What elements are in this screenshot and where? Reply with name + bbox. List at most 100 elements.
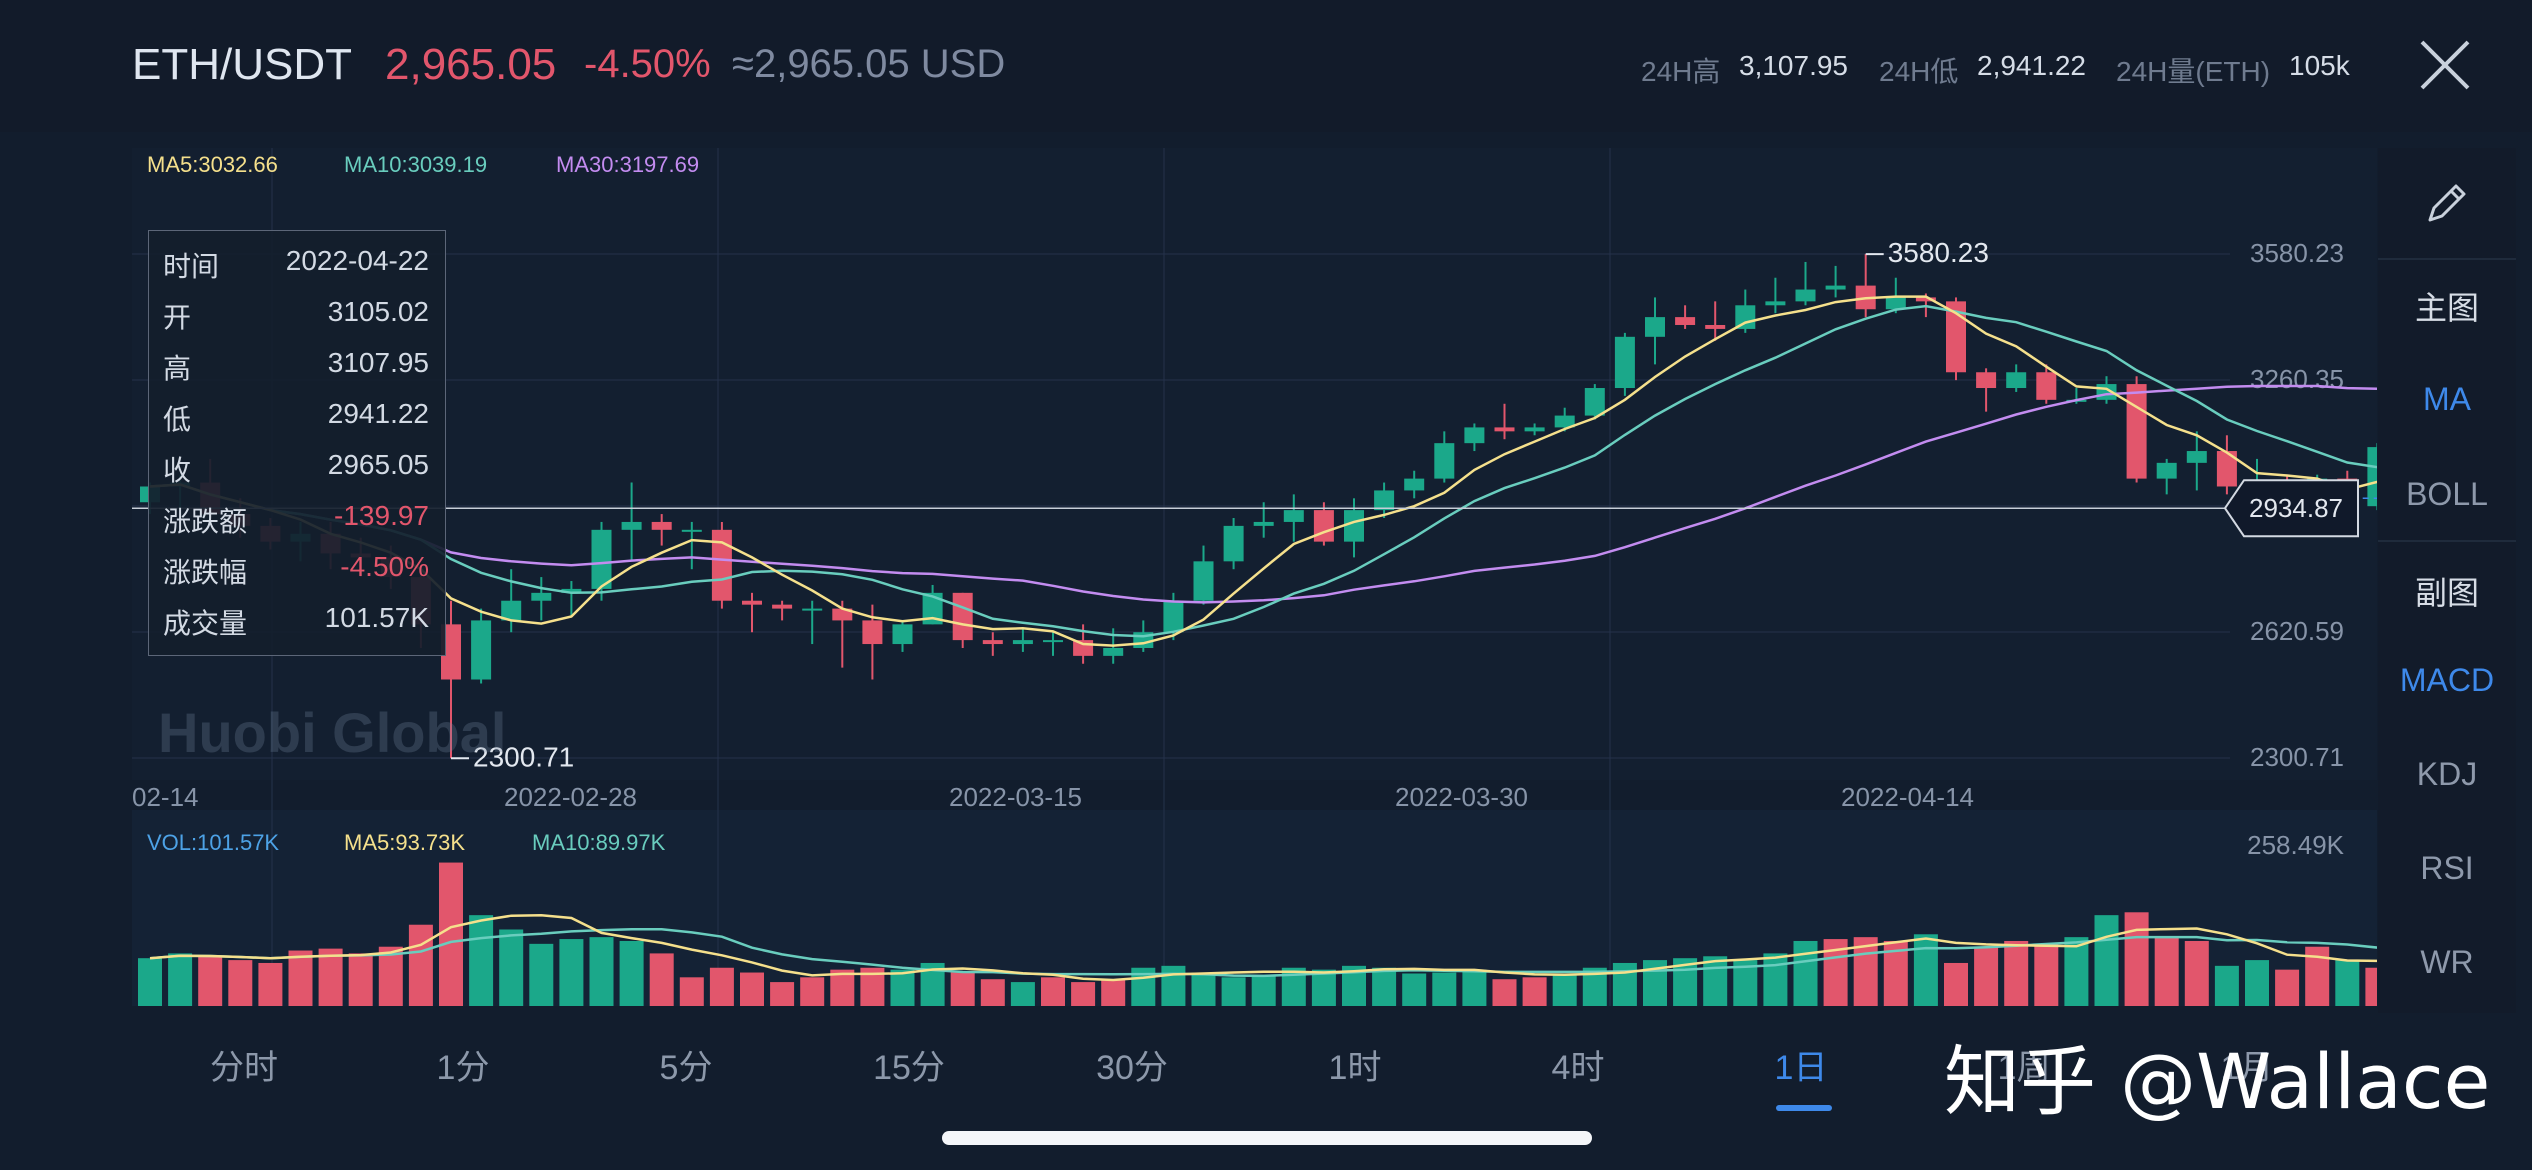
volume-bar xyxy=(2365,967,2377,1006)
volume-bar xyxy=(2064,937,2089,1006)
tooltip-key: 涨跌幅 xyxy=(163,557,248,588)
volume-bar xyxy=(1703,956,1728,1006)
candle xyxy=(1103,647,1124,656)
candle xyxy=(1344,510,1364,542)
home-indicator[interactable] xyxy=(942,1131,1592,1145)
candle xyxy=(832,608,853,621)
volume-bar xyxy=(2154,937,2179,1006)
volume-bar xyxy=(1522,977,1547,1006)
tab-1min[interactable]: 1分 xyxy=(436,1049,490,1087)
tab-30min[interactable]: 30分 xyxy=(1096,1049,1168,1087)
volume-bar xyxy=(2275,969,2300,1006)
sidebar-item-macd[interactable]: MACD xyxy=(2399,662,2495,698)
vol-ma5-line xyxy=(149,913,2377,982)
tooltip-value: 3107.95 xyxy=(327,347,429,378)
tooltip-row: 涨跌幅 -4.50% xyxy=(163,551,429,591)
volume-bar xyxy=(378,946,403,1006)
volume-bar xyxy=(348,953,373,1006)
ohlc-tooltip: 时间 2022-04-22 开 3105.02 高 3107.95 低 2941… xyxy=(148,230,446,656)
candle xyxy=(2036,372,2057,400)
candle xyxy=(1524,427,1545,432)
stat-low-value: 2,941.22 xyxy=(1977,50,2086,81)
candle xyxy=(1976,372,1997,389)
candle xyxy=(1645,317,1665,337)
volume-bar xyxy=(709,967,734,1006)
stat-high-label: 24H高 xyxy=(1641,56,1721,87)
candle xyxy=(1825,285,1846,290)
vol-legend: VOL:101.57K xyxy=(147,830,280,855)
sidebar-item-ma[interactable]: MA xyxy=(2423,381,2471,417)
candle xyxy=(2006,372,2027,389)
candle xyxy=(2367,447,2377,507)
candle xyxy=(501,600,522,621)
active-tab-indicator xyxy=(1776,1105,1832,1111)
pencil-icon[interactable] xyxy=(2422,178,2472,228)
volume-bar xyxy=(1101,979,1126,1006)
candle xyxy=(1705,324,1726,329)
tooltip-key: 成交量 xyxy=(163,608,248,639)
sidebar-item-rsi[interactable]: RSI xyxy=(2420,850,2474,886)
volume-bar xyxy=(1372,967,1397,1006)
vol-ma5-legend: MA5:93.73K xyxy=(344,830,466,855)
candle xyxy=(1404,478,1425,491)
x-tick-label: 02-14 xyxy=(132,782,199,812)
low-label: 2300.71 xyxy=(473,741,574,772)
candle xyxy=(711,529,732,601)
sidebar-item-wr[interactable]: WR xyxy=(2420,944,2474,980)
tooltip-value: 2022-04-22 xyxy=(285,245,429,276)
volume-bar xyxy=(1462,969,1487,1006)
candle xyxy=(1253,521,1274,526)
candle xyxy=(1073,640,1094,656)
volume-bar xyxy=(890,969,915,1006)
candle xyxy=(802,608,823,611)
volume-bar xyxy=(1763,953,1788,1006)
volume-bar xyxy=(2094,915,2119,1006)
candle xyxy=(2126,384,2147,479)
volume-bar xyxy=(740,972,764,1006)
volume-bar xyxy=(2335,960,2360,1006)
tab-1month[interactable]: 1月 xyxy=(2220,1049,2274,1087)
tooltip-row: 低 2941.22 xyxy=(163,398,429,438)
candle xyxy=(1614,336,1635,389)
volume-bar xyxy=(2214,965,2239,1006)
tab-5min[interactable]: 5分 xyxy=(659,1049,713,1087)
tooltip-key: 低 xyxy=(163,404,192,435)
tab-timeshare[interactable]: 分时 xyxy=(210,1049,278,1087)
tooltip-value: 2965.05 xyxy=(327,449,429,480)
price-change: -4.50% xyxy=(584,42,711,86)
tooltip-key: 涨跌额 xyxy=(163,506,248,537)
sidebar-item-boll[interactable]: BOLL xyxy=(2406,476,2488,512)
volume-bar xyxy=(228,960,253,1006)
close-icon[interactable] xyxy=(2418,38,2472,92)
volume-max-label: 258.49K xyxy=(2247,830,2345,860)
ma10-legend: MA10:3039.19 xyxy=(344,152,488,177)
x-tick-label: 2022-03-30 xyxy=(1395,782,1528,812)
candle xyxy=(952,592,973,641)
volume-bar xyxy=(529,943,554,1006)
ma5-line xyxy=(149,295,2377,647)
volume-bar xyxy=(770,982,795,1006)
tooltip-row: 时间 2022-04-22 xyxy=(163,245,429,285)
tab-1week[interactable]: 1周 xyxy=(1997,1049,2051,1087)
candle xyxy=(1765,301,1786,306)
crosshair-price-label: 2934.87 xyxy=(2249,493,2343,523)
volume-bar xyxy=(138,958,162,1006)
volume-bar xyxy=(198,956,223,1006)
sidebar-divider xyxy=(2378,540,2516,542)
y-tick-label: 2620.59 xyxy=(2250,616,2344,646)
candle xyxy=(1915,297,1936,302)
volume-bar xyxy=(1793,940,1818,1006)
volume-bar xyxy=(1913,934,1938,1006)
sidebar-item-kdj[interactable]: KDJ xyxy=(2416,756,2478,792)
kline-chart[interactable]: 3580.23 3260.35 2620.59 2300.71 02-14 2022-02… xyxy=(132,148,2377,1008)
tab-1hour[interactable]: 1时 xyxy=(1328,1049,1382,1087)
tab-1day[interactable]: 1日 xyxy=(1774,1049,1828,1087)
tab-4hour[interactable]: 4时 xyxy=(1551,1049,1605,1087)
stat-volume-label: 24H量(ETH) xyxy=(2116,56,2271,87)
candle xyxy=(1946,301,1966,373)
candle xyxy=(1012,640,1033,645)
tooltip-key: 开 xyxy=(163,302,192,333)
volume-bar xyxy=(2124,912,2149,1006)
candle xyxy=(531,592,552,601)
tab-15min[interactable]: 15分 xyxy=(873,1049,945,1087)
